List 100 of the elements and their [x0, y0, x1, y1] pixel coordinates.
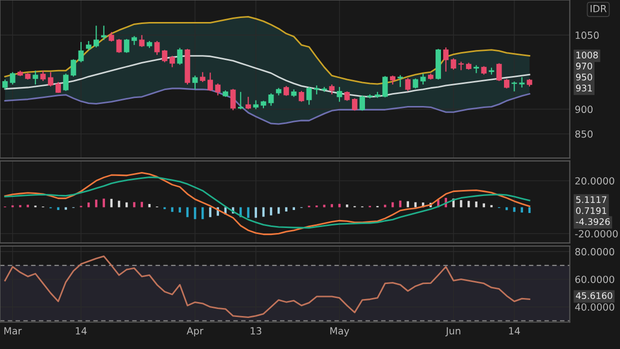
candlestick	[63, 73, 69, 92]
candlestick	[344, 90, 350, 102]
x-tick-label: May	[330, 327, 350, 336]
bar	[278, 207, 280, 214]
candlestick	[200, 72, 206, 83]
candlestick	[496, 62, 502, 82]
candlestick	[40, 70, 46, 82]
bar	[64, 207, 67, 210]
line-series	[4, 176, 530, 229]
line-series	[4, 256, 530, 318]
bar	[506, 207, 508, 210]
bar	[95, 200, 98, 208]
candlestick	[32, 70, 38, 86]
candlestick	[154, 40, 160, 56]
candlestick	[162, 49, 168, 63]
candlestick	[116, 38, 122, 54]
candlestick	[443, 46, 449, 72]
y-axis-title: IDR	[590, 5, 607, 12]
candlestick	[94, 25, 99, 48]
bar	[399, 200, 402, 208]
text: 950	[576, 74, 592, 80]
candlestick	[420, 73, 426, 86]
bar	[475, 202, 478, 208]
text: -4.3926	[576, 218, 610, 226]
candlestick	[306, 86, 312, 106]
bar	[254, 207, 257, 218]
candlestick	[208, 72, 213, 92]
bar	[406, 201, 410, 208]
bar	[125, 202, 128, 208]
bar	[513, 207, 516, 212]
y-tick-label: 20.0000	[575, 177, 614, 185]
bar	[330, 204, 334, 208]
candlestick	[512, 80, 517, 92]
text: 931	[576, 84, 592, 92]
candlestick	[108, 32, 114, 42]
candlestick	[298, 90, 304, 102]
text: 970	[576, 62, 592, 70]
text: 5.1117	[576, 196, 606, 204]
bar	[171, 207, 174, 212]
candlestick	[474, 64, 479, 74]
bar	[57, 207, 60, 210]
x-tick-label: Jun	[445, 327, 460, 336]
x-tick-label: 14	[509, 327, 520, 334]
text: 0.7191	[576, 207, 606, 214]
candlestick	[284, 85, 289, 96]
bar	[392, 202, 394, 208]
x-tick-label: Mar	[4, 327, 22, 335]
candlestick	[450, 58, 456, 70]
candlestick	[268, 92, 274, 106]
bar	[202, 207, 204, 220]
bar	[133, 202, 136, 208]
candlestick	[398, 74, 403, 88]
y-tick-label: 80.0000	[575, 248, 614, 256]
candlestick	[246, 96, 251, 110]
candlestick	[101, 25, 107, 41]
candlestick	[170, 55, 175, 68]
line-series	[4, 16, 530, 85]
candlestick	[192, 75, 198, 90]
candlestick	[124, 38, 130, 54]
bar	[102, 198, 105, 208]
x-tick-label: 14	[76, 327, 87, 334]
y-tick-label: 40.0000	[575, 303, 614, 311]
bar	[482, 203, 486, 208]
bar	[292, 207, 295, 210]
candlestick	[70, 58, 76, 78]
bar	[468, 200, 470, 208]
candlestick	[360, 94, 365, 112]
candlestick	[329, 84, 335, 95]
text: 1008	[576, 52, 598, 58]
candlestick	[519, 76, 525, 88]
text: 45.6160	[576, 292, 612, 300]
bar	[178, 207, 181, 212]
bar	[209, 207, 212, 218]
bar	[140, 202, 143, 208]
candlestick	[78, 41, 84, 63]
bar	[87, 202, 90, 208]
candlestick	[412, 78, 418, 89]
x-tick-label: 13	[250, 327, 262, 335]
candlestick	[405, 78, 411, 92]
y-tick-label: -20.0000	[575, 230, 618, 238]
candlestick	[177, 47, 183, 66]
candlestick	[2, 78, 8, 90]
bar	[285, 207, 288, 212]
x-tick-label: Apr	[186, 327, 204, 336]
candlestick	[336, 86, 342, 102]
y-tick-label: 850	[575, 130, 593, 138]
bar	[26, 204, 29, 208]
y-tick-label: 60.0000	[575, 276, 614, 284]
candlestick	[215, 82, 221, 96]
y-tick-label: 1050	[576, 32, 599, 39]
bar	[270, 207, 272, 216]
bar	[247, 207, 250, 218]
bar	[520, 207, 524, 212]
candlestick	[48, 72, 54, 88]
candlestick	[139, 34, 145, 48]
candlestick	[382, 76, 388, 98]
candlestick	[504, 78, 510, 89]
candlestick	[10, 72, 16, 86]
candlestick	[56, 81, 61, 94]
candlestick	[352, 98, 358, 112]
